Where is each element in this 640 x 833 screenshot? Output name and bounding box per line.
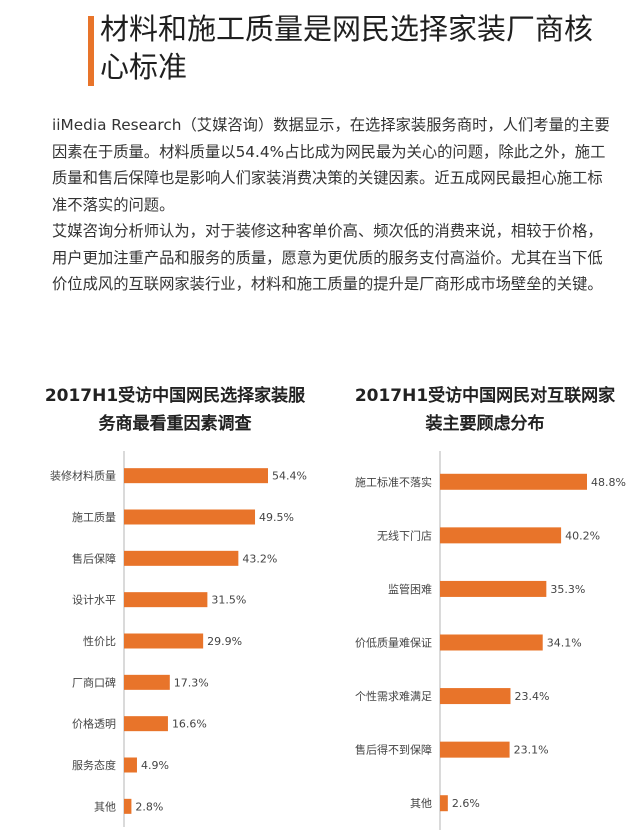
category-label: 施工质量: [72, 511, 116, 524]
right-bar-chart: 施工标准不落实 48.8% 无线下门店 40.2% 监管困难 35.3% 价低质量难保证 34…: [355, 451, 626, 830]
data-label: 23.1%: [514, 744, 549, 757]
category-label: 售后得不到保障: [355, 743, 432, 757]
category-label: 施工标准不落实: [355, 475, 432, 489]
category-label: 性价比: [83, 634, 116, 648]
category-label: 装修材料质量: [50, 469, 116, 483]
page-title: 材料和施工质量是网民选择家装厂商核心标准: [100, 12, 594, 84]
right-chart-title: 2017H1受访中国网民对互联网家装主要顾虑分布: [354, 386, 616, 434]
intro-paragraph-1: iiMedia Research（艾媒咨询）数据显示，在选择家装服务商时，人们考…: [52, 116, 610, 214]
data-label: 2.6%: [452, 797, 480, 810]
data-label: 31.5%: [211, 594, 246, 607]
category-label: 监管困难: [388, 582, 432, 596]
data-label: 29.9%: [207, 635, 242, 648]
data-label: 16.6%: [172, 718, 207, 731]
bar: [124, 716, 168, 732]
bar: [124, 757, 137, 773]
bar: [440, 580, 547, 597]
bar: [440, 688, 511, 705]
category-label: 价低质量难保证: [355, 636, 432, 650]
category-label: 个性需求难满足: [355, 689, 432, 703]
category-label: 其他: [94, 800, 116, 813]
category-label: 价格透明: [72, 717, 116, 731]
category-label: 售后保障: [72, 551, 116, 565]
bar: [124, 550, 239, 566]
bar: [124, 468, 268, 484]
data-label: 40.2%: [565, 529, 600, 542]
title-accent-bar: [88, 16, 94, 86]
data-label: 34.1%: [547, 637, 582, 650]
data-label: 48.8%: [591, 476, 626, 489]
bar: [440, 473, 587, 490]
intro-paragraph-2: 艾媒咨询分析师认为，对于装修这种客单价高、频次低的消费来说，相较于价格，用户更加…: [52, 222, 603, 293]
intro-text: iiMedia Research（艾媒咨询）数据显示，在选择家装服务商时，人们考…: [52, 112, 612, 298]
data-label: 54.4%: [272, 470, 307, 483]
data-label: 4.9%: [141, 759, 169, 772]
category-label: 其他: [410, 797, 432, 810]
bar: [124, 798, 132, 814]
data-label: 2.8%: [135, 800, 163, 813]
bar: [440, 634, 543, 651]
data-label: 35.3%: [550, 583, 585, 596]
category-label: 设计水平: [72, 594, 116, 607]
bar: [440, 795, 448, 812]
bar: [440, 741, 510, 758]
data-label: 43.2%: [242, 552, 277, 565]
bar: [124, 509, 256, 525]
category-label: 服务态度: [72, 758, 116, 772]
data-label: 17.3%: [174, 676, 209, 689]
left-chart-title: 2017H1受访中国网民选择家装服务商最看重因素调查: [44, 386, 306, 434]
data-label: 49.5%: [259, 511, 294, 524]
bar: [124, 674, 170, 690]
category-label: 厂商口碑: [72, 675, 116, 689]
bar: [124, 592, 208, 608]
data-label: 23.4%: [514, 690, 549, 703]
left-bar-chart: 装修材料质量 54.4% 施工质量 49.5% 售后保障 43.2% 设计水平 31.5% 性价…: [50, 451, 307, 827]
bar: [440, 527, 562, 544]
bar: [124, 633, 204, 649]
category-label: 无线下门店: [377, 528, 432, 542]
